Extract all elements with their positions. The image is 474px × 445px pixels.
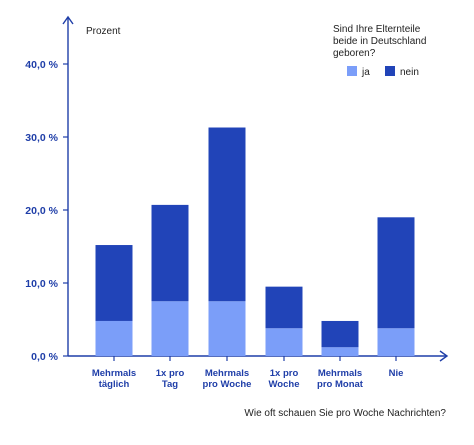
y-tick-label: 30,0 % [25, 132, 58, 144]
y-tick-label: 20,0 % [25, 205, 58, 217]
y-axis-arrow [62, 15, 74, 25]
y-tick-label: 40,0 % [25, 59, 58, 71]
bar-ja [95, 320, 133, 356]
x-tick-label: Mehrmals pro Woche [203, 368, 252, 390]
x-tick-label: 1x pro Tag [156, 368, 185, 390]
legend-swatch-nein [385, 66, 395, 76]
bar-ja [208, 301, 246, 356]
bar-nein [377, 217, 415, 329]
legend: Sind Ihre Elternteile beide in Deutschlan… [333, 24, 426, 78]
bar-ja [265, 328, 303, 356]
x-axis-arrow [439, 350, 449, 362]
x-tick-label: 1x pro Woche [269, 368, 300, 390]
x-tick-labels: Mehrmals täglich 1x pro Tag Mehrmals pro Woch… [92, 356, 404, 390]
y-ticks: 0,0 % 10,0 % 20,0 % 30,0 % 40,0 % [25, 59, 68, 363]
x-axis-label: Wie oft schauen Sie pro Woche Nachrichte… [244, 408, 446, 419]
bar-nein [321, 320, 359, 348]
y-tick-label: 10,0 % [25, 278, 58, 290]
legend-swatch-ja [347, 66, 357, 76]
legend-label-ja: ja [361, 67, 370, 78]
bar-nein [95, 245, 133, 321]
legend-title: Sind Ihre Elternteile beide in Deutschlan… [333, 24, 426, 59]
legend-label-nein: nein [400, 67, 419, 78]
bar-ja [377, 328, 415, 356]
bar-nein [151, 204, 189, 302]
bar-ja [151, 301, 189, 356]
y-axis-label: Prozent [86, 26, 121, 37]
x-tick-label: Mehrmals täglich [92, 368, 136, 390]
x-tick-label: Mehrmals pro Monat [317, 368, 364, 390]
bar-nein [208, 127, 246, 302]
bars [95, 127, 415, 356]
x-tick-label: Nie [389, 368, 404, 379]
y-tick-label: 0,0 % [31, 351, 59, 363]
bar-ja [321, 347, 359, 356]
bar-nein [265, 286, 303, 329]
